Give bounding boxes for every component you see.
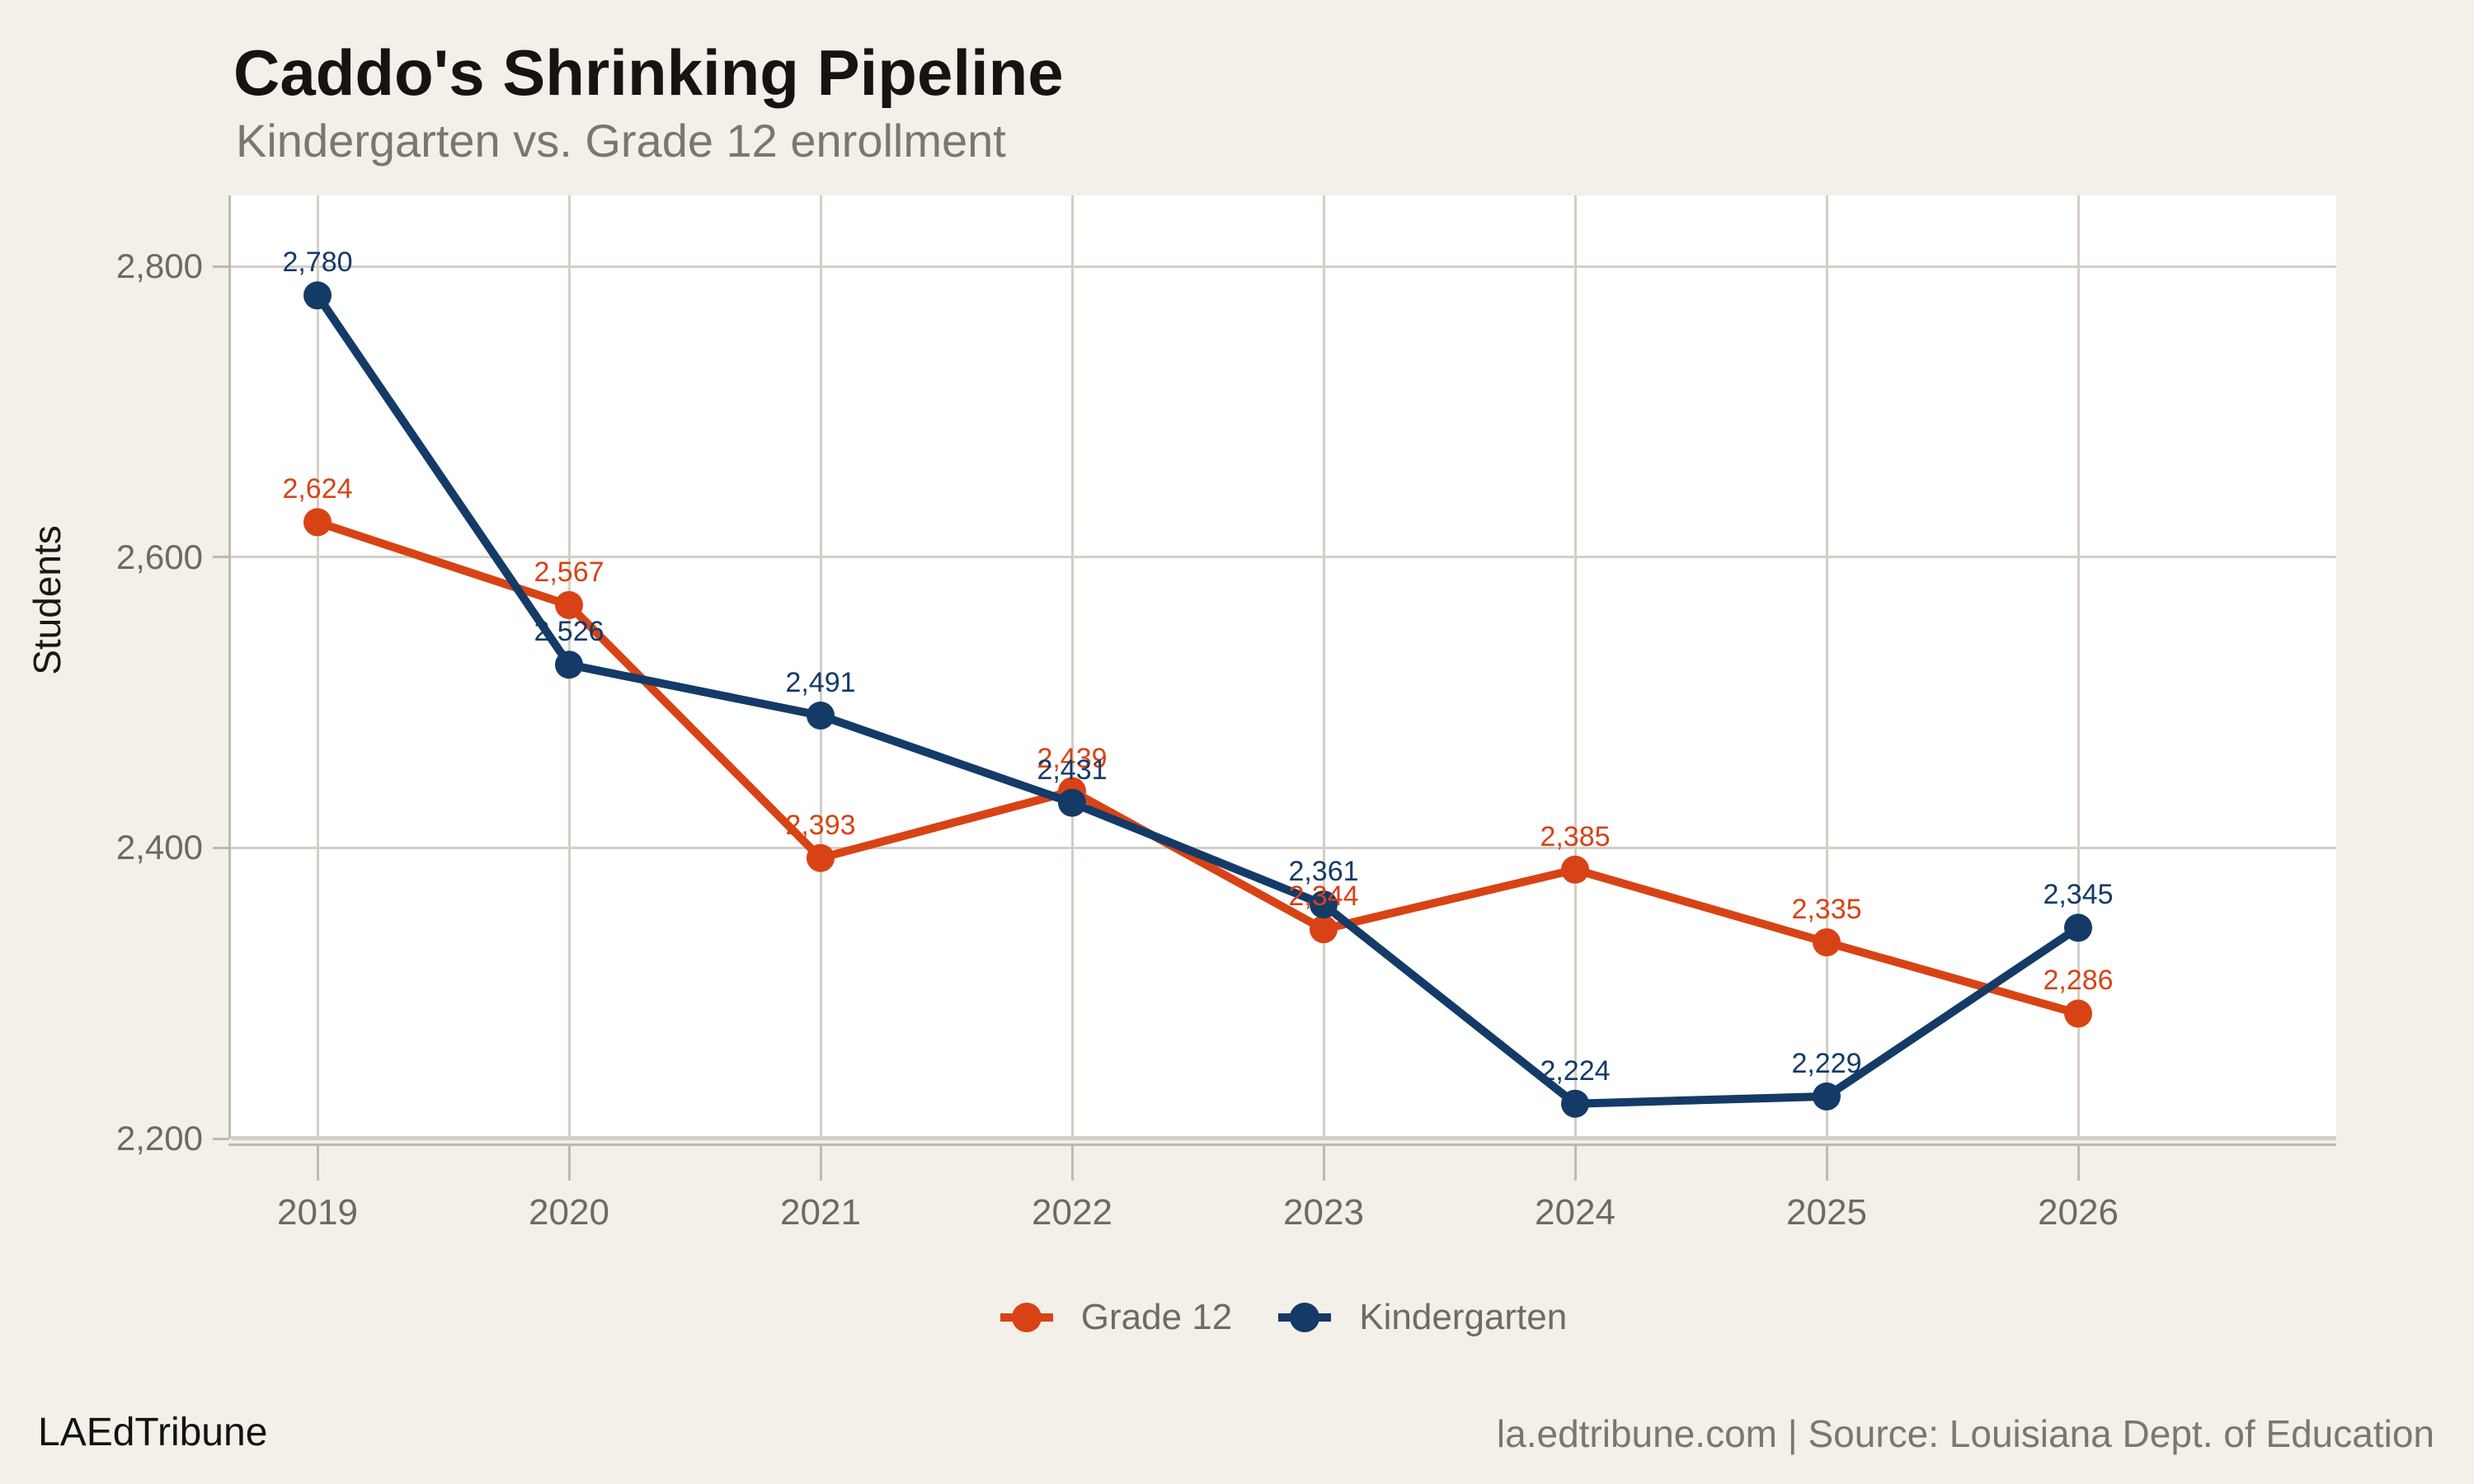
gridline-vertical (1825, 195, 1828, 1136)
y-axis-tick (213, 846, 229, 849)
data-point-label: 2,491 (785, 666, 856, 698)
legend-item-grade-12: Grade 12 (999, 1297, 1233, 1337)
y-axis-tick (213, 1137, 229, 1140)
chart-title: Caddo's Shrinking Pipeline (233, 36, 1064, 109)
data-point-label: 2,567 (534, 556, 604, 588)
chart-subtitle: Kindergarten vs. Grade 12 enrollment (236, 115, 1006, 167)
x-tick-label: 2022 (1032, 1192, 1112, 1233)
x-axis-line (228, 1144, 2336, 1146)
plot-area (228, 195, 2336, 1139)
legend-item-kindergarten: Kindergarten (1278, 1299, 1567, 1336)
legend-marker-icon (1278, 1301, 1332, 1334)
y-tick-label: 2,400 (115, 828, 203, 867)
y-axis-tick (213, 556, 229, 559)
x-axis-tick (1573, 1146, 1577, 1181)
data-point-label: 2,361 (1288, 856, 1359, 888)
gridline-vertical (567, 195, 571, 1136)
legend: Grade 12 Kindergarten (231, 1284, 2336, 1350)
x-tick-label: 2019 (277, 1192, 358, 1233)
x-axis-tick (1825, 1146, 1828, 1181)
x-axis-tick (316, 1146, 319, 1181)
x-axis-tick (1322, 1146, 1325, 1181)
legend-dot (1290, 1303, 1320, 1332)
x-tick-label: 2021 (780, 1192, 861, 1233)
data-point-label: 2,286 (2043, 965, 2114, 997)
gridline-vertical (819, 195, 822, 1136)
data-point-label: 2,526 (534, 616, 604, 648)
data-point-label: 2,229 (1791, 1047, 1862, 1079)
x-axis-tick (2077, 1146, 2080, 1181)
gridline-horizontal (231, 1137, 2336, 1140)
y-tick-label: 2,800 (115, 247, 203, 286)
x-tick-label: 2020 (529, 1192, 609, 1233)
y-tick-label: 2,200 (115, 1119, 203, 1158)
gridline-vertical (1070, 195, 1074, 1136)
y-tick-label: 2,600 (115, 537, 203, 576)
gridline-vertical (316, 195, 319, 1136)
legend-label: Kindergarten (1359, 1297, 1568, 1337)
legend-marker-icon (999, 1301, 1053, 1334)
legend-dot (1011, 1303, 1042, 1332)
x-tick-label: 2026 (2038, 1192, 2119, 1233)
data-point-label: 2,780 (282, 247, 353, 279)
y-axis-tick (213, 265, 229, 268)
gridline-horizontal (231, 265, 2336, 268)
x-tick-label: 2025 (1786, 1192, 1867, 1233)
x-axis-tick (1070, 1146, 1074, 1181)
data-point-label: 2,224 (1540, 1054, 1611, 1087)
gridline-vertical (1322, 195, 1325, 1136)
footer-brand: LAEdTribune (38, 1411, 268, 1454)
x-tick-label: 2024 (1535, 1192, 1616, 1233)
data-point-label: 2,624 (282, 473, 353, 505)
x-tick-label: 2023 (1283, 1192, 1364, 1233)
legend-label: Grade 12 (1080, 1297, 1233, 1337)
data-point-label: 2,431 (1037, 754, 1108, 786)
gridline-horizontal (231, 846, 2336, 849)
data-point-label: 2,345 (2043, 879, 2114, 911)
x-axis-tick (819, 1146, 822, 1181)
x-axis-tick (567, 1146, 571, 1181)
data-point-label: 2,393 (785, 809, 856, 841)
data-point-label: 2,385 (1540, 820, 1611, 852)
gridline-vertical (1573, 195, 1577, 1136)
footer-source-note: la.edtribune.com | Source: Louisiana Dep… (1496, 1412, 2434, 1455)
data-point-label: 2,335 (1791, 893, 1862, 925)
